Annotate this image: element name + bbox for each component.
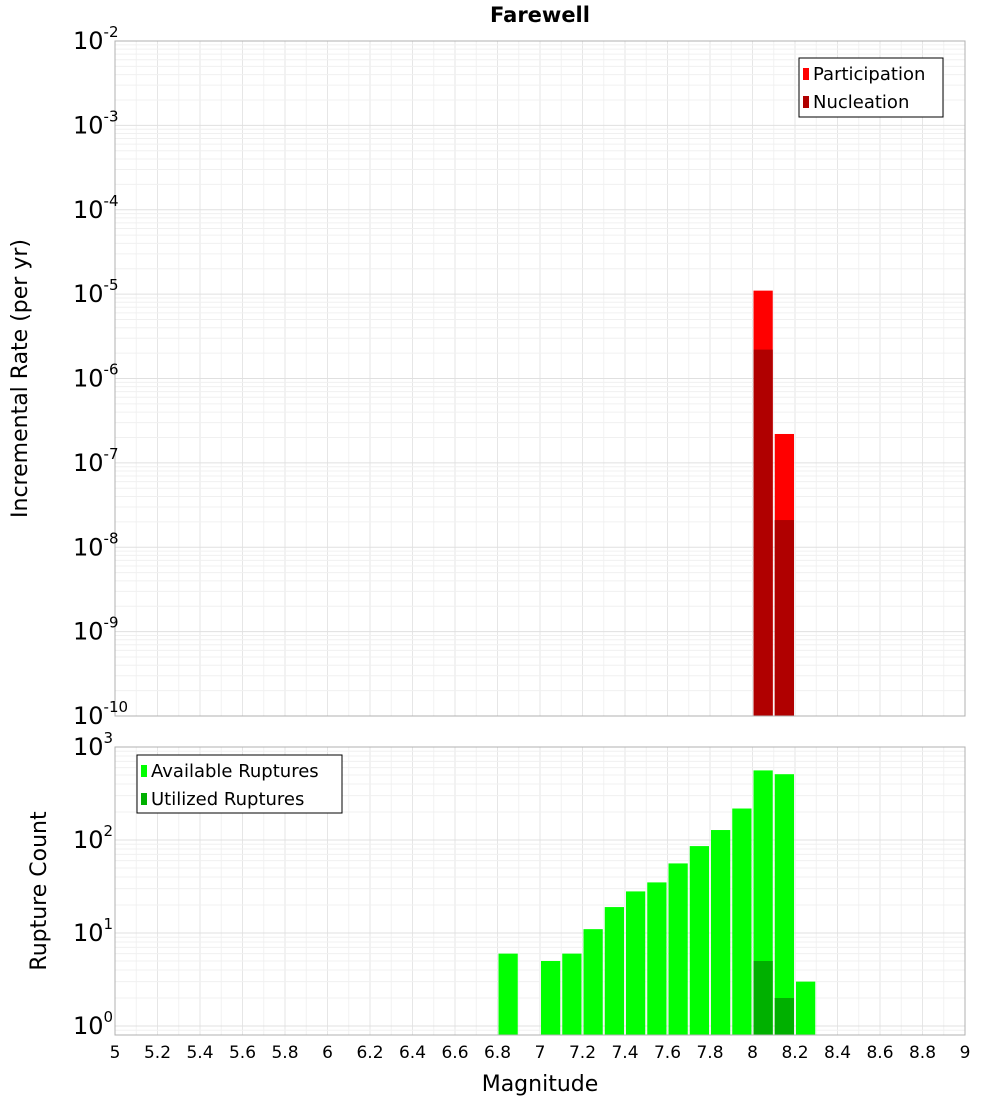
y-tick-label: 103 bbox=[73, 729, 113, 761]
legend-label: Participation bbox=[813, 64, 925, 85]
x-tick-label: 5.8 bbox=[271, 1043, 298, 1063]
x-tick-label: 5 bbox=[110, 1043, 121, 1063]
legend-label: Nucleation bbox=[813, 92, 909, 113]
bar-nucleation bbox=[774, 520, 794, 716]
x-tick-label: 9 bbox=[960, 1043, 971, 1063]
y-tick-base: 10 bbox=[73, 449, 104, 477]
bar-available-ruptures bbox=[498, 953, 518, 1035]
y-tick-exponent: -10 bbox=[104, 698, 129, 716]
legend-box bbox=[136, 754, 343, 814]
y-tick-base: 10 bbox=[73, 280, 104, 308]
legend-label: Utilized Ruptures bbox=[151, 789, 304, 810]
y-tick-label: 10-6 bbox=[73, 361, 119, 393]
y-tick-base: 10 bbox=[73, 533, 104, 561]
x-tick-label: 7 bbox=[535, 1043, 546, 1063]
bar-available-ruptures bbox=[732, 808, 752, 1035]
legend-swatch bbox=[141, 793, 147, 805]
x-tick-label: 5.6 bbox=[229, 1043, 256, 1063]
bar-available-ruptures bbox=[541, 960, 561, 1035]
bar-available-ruptures bbox=[647, 882, 667, 1035]
bar-utilized-ruptures bbox=[774, 997, 794, 1035]
legend-swatch bbox=[803, 96, 809, 108]
y-tick-label: 10-7 bbox=[73, 445, 119, 477]
y-tick-exponent: 2 bbox=[104, 822, 114, 840]
bar-available-ruptures bbox=[583, 929, 603, 1035]
x-tick-label: 5.4 bbox=[186, 1043, 213, 1063]
x-tick-label: 8.4 bbox=[824, 1043, 851, 1063]
y-tick-base: 10 bbox=[73, 27, 104, 55]
y-tick-label: 10-5 bbox=[73, 276, 119, 308]
legend-swatch bbox=[803, 68, 809, 80]
x-tick-label: 8.8 bbox=[909, 1043, 936, 1063]
x-tick-label: 7.2 bbox=[569, 1043, 596, 1063]
legend-swatch bbox=[141, 765, 147, 777]
y-axis-title: Incremental Rate (per yr) bbox=[8, 239, 33, 518]
y-tick-label: 10-10 bbox=[73, 698, 128, 730]
y-tick-base: 10 bbox=[73, 111, 104, 139]
bar-available-ruptures bbox=[668, 863, 688, 1035]
y-tick-exponent: -3 bbox=[104, 107, 119, 125]
y-tick-exponent: -2 bbox=[104, 23, 119, 41]
y-tick-base: 10 bbox=[73, 733, 104, 761]
y-tick-exponent: -9 bbox=[104, 614, 119, 632]
plot-frame bbox=[114, 746, 966, 1036]
y-tick-base: 10 bbox=[73, 702, 104, 730]
y-tick-base: 10 bbox=[73, 196, 104, 224]
y-tick-label: 10-9 bbox=[73, 614, 119, 646]
x-tick-label: 6 bbox=[322, 1043, 333, 1063]
y-tick-label: 10-3 bbox=[73, 107, 119, 139]
plot-frame bbox=[114, 40, 966, 717]
bar-available-ruptures bbox=[689, 846, 709, 1035]
y-tick-exponent: -7 bbox=[104, 445, 119, 463]
y-tick-base: 10 bbox=[73, 1012, 104, 1040]
y-tick-exponent: 3 bbox=[104, 729, 114, 747]
y-tick-label: 102 bbox=[73, 822, 113, 854]
legend-label: Available Ruptures bbox=[151, 761, 319, 782]
bar-nucleation bbox=[753, 349, 773, 716]
x-axis-title: Magnitude bbox=[482, 1072, 599, 1097]
bar-available-ruptures bbox=[626, 891, 646, 1035]
y-tick-base: 10 bbox=[73, 618, 104, 646]
y-tick-label: 10-2 bbox=[73, 23, 119, 55]
bar-available-ruptures bbox=[604, 907, 624, 1035]
x-tick-label: 6.8 bbox=[484, 1043, 511, 1063]
x-tick-label: 5.2 bbox=[144, 1043, 171, 1063]
y-tick-label: 100 bbox=[73, 1008, 113, 1040]
bar-available-ruptures bbox=[711, 830, 731, 1035]
bar-available-ruptures bbox=[562, 953, 582, 1035]
y-tick-label: 10-8 bbox=[73, 529, 119, 561]
y-axis-title: Rupture Count bbox=[27, 811, 52, 971]
bar-available-ruptures bbox=[796, 981, 816, 1035]
legend-box bbox=[798, 57, 944, 118]
bar-available-ruptures bbox=[774, 774, 794, 1035]
bar-utilized-ruptures bbox=[753, 960, 773, 1035]
x-tick-label: 8.6 bbox=[866, 1043, 893, 1063]
x-tick-label: 6.6 bbox=[441, 1043, 468, 1063]
y-tick-exponent: -5 bbox=[104, 276, 119, 294]
x-tick-label: 8 bbox=[747, 1043, 758, 1063]
y-tick-label: 10-4 bbox=[73, 192, 119, 224]
y-tick-base: 10 bbox=[73, 919, 104, 947]
x-tick-label: 7.8 bbox=[696, 1043, 723, 1063]
y-tick-base: 10 bbox=[73, 365, 104, 393]
x-tick-label: 7.6 bbox=[654, 1043, 681, 1063]
x-tick-label: 7.4 bbox=[611, 1043, 638, 1063]
y-tick-exponent: -6 bbox=[104, 361, 119, 379]
y-tick-base: 10 bbox=[73, 826, 104, 854]
y-tick-exponent: 0 bbox=[104, 1008, 114, 1026]
chart-title: Farewell bbox=[490, 3, 590, 27]
x-tick-label: 6.2 bbox=[356, 1043, 383, 1063]
x-tick-label: 6.4 bbox=[399, 1043, 426, 1063]
y-tick-exponent: 1 bbox=[104, 915, 114, 933]
x-tick-label: 8.2 bbox=[781, 1043, 808, 1063]
y-tick-exponent: -4 bbox=[104, 192, 119, 210]
y-tick-exponent: -8 bbox=[104, 529, 119, 547]
y-tick-label: 101 bbox=[73, 915, 113, 947]
